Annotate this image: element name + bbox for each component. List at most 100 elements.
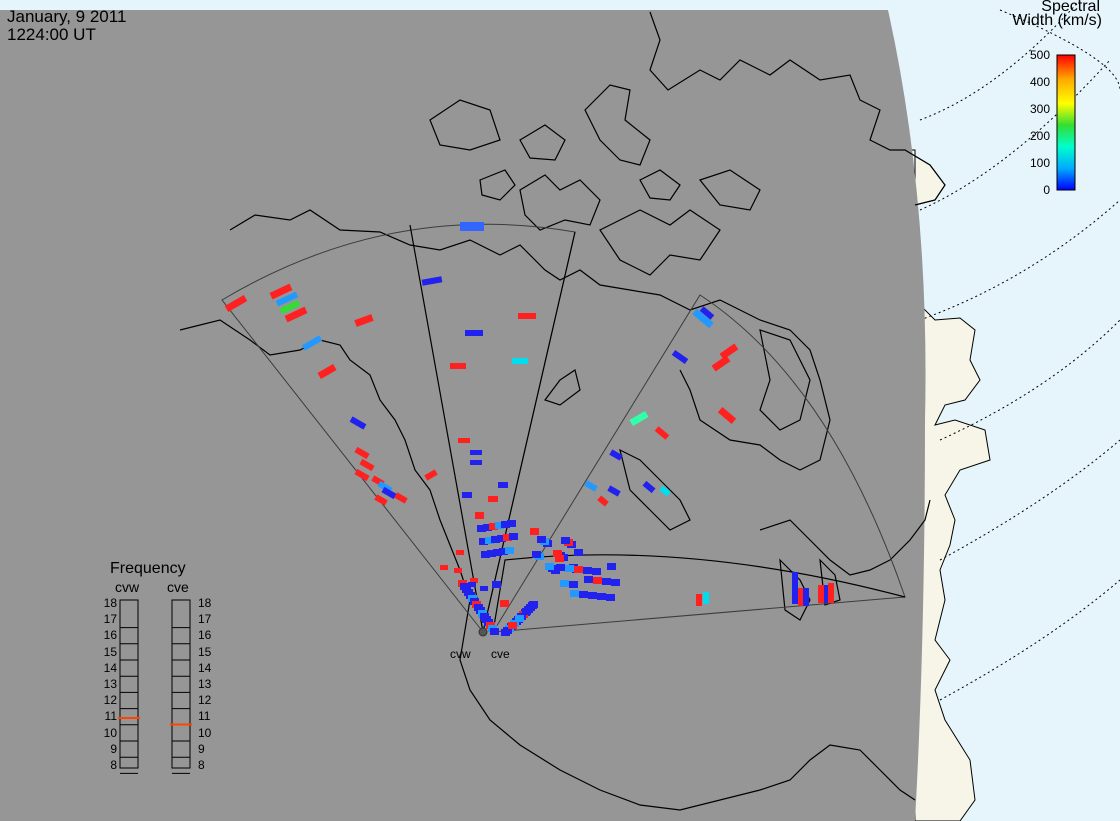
echo-cell	[487, 550, 496, 557]
echo-cell	[583, 567, 592, 574]
echo-cell	[488, 496, 498, 502]
echo-cell	[501, 629, 510, 636]
frequency-tick-left: 14	[103, 660, 117, 675]
echo-cell	[719, 343, 739, 360]
echo-cell	[460, 222, 484, 231]
echo-cell	[593, 577, 602, 584]
echo-cell	[508, 622, 517, 629]
frequency-tick-left: 15	[103, 644, 117, 659]
frequency-tick-left: 12	[103, 693, 117, 708]
echo-cell	[354, 468, 370, 482]
frequency-tick-right: 15	[198, 644, 212, 659]
echo-cell	[421, 276, 443, 286]
date-label: January, 9 2011	[7, 7, 127, 26]
echo-cell	[284, 306, 308, 323]
echo-cell	[584, 576, 593, 583]
echo-cell	[545, 563, 554, 570]
frequency-tick-left: 8	[110, 758, 117, 772]
echo-cell	[574, 566, 583, 573]
echo-cell	[465, 330, 483, 336]
frequency-tick-left: 17	[103, 612, 117, 627]
echo-cell	[607, 485, 621, 497]
echo-cell	[654, 426, 670, 440]
echo-cell	[824, 585, 830, 603]
echo-cell	[609, 449, 623, 461]
echo-cell	[696, 594, 702, 606]
echo-cell	[703, 592, 709, 604]
echo-cell	[553, 550, 562, 557]
echo-cell	[480, 586, 488, 591]
echo-cell	[798, 588, 804, 606]
echo-cell	[501, 521, 510, 528]
echo-cell	[507, 520, 516, 527]
echo-cell	[381, 486, 397, 500]
echo-cell	[483, 524, 492, 531]
echo-cell	[561, 537, 570, 544]
frequency-radar-left: cvw	[115, 579, 140, 595]
echo-cell	[481, 551, 490, 558]
echo-cell	[479, 538, 488, 545]
echo-cell	[317, 363, 337, 380]
echo-cell	[584, 480, 598, 492]
echo-cell	[269, 283, 293, 300]
echo-cell	[592, 568, 601, 575]
echo-cell	[518, 313, 536, 319]
echo-cell	[394, 492, 408, 504]
echo-cell	[597, 495, 609, 507]
echo-cell	[579, 591, 588, 598]
echo-cell	[301, 335, 323, 351]
echo-cell	[458, 438, 470, 443]
radar-site-marker	[478, 627, 488, 637]
echo-cell	[492, 581, 501, 588]
frequency-tick-right: 11	[198, 709, 211, 724]
echo-cell	[602, 578, 611, 585]
echo-cell	[456, 550, 464, 555]
echo-cell	[574, 549, 583, 556]
colorbar-title-line2: Width (km/s)	[1012, 12, 1102, 29]
echo-cell	[532, 551, 541, 558]
echo-cell	[529, 601, 538, 608]
frequency-tick-left: 9	[110, 741, 117, 756]
colorbar	[1056, 54, 1076, 191]
echo-cell	[497, 535, 506, 542]
radar-label-cvw: cvw	[450, 647, 471, 661]
echo-cell	[450, 363, 466, 369]
echo-cell	[454, 568, 462, 573]
echo-cell	[803, 588, 809, 606]
echo-cell	[509, 533, 518, 540]
echo-cell	[440, 565, 448, 570]
echo-cell	[692, 308, 714, 329]
echo-cell	[475, 512, 484, 519]
echo-cell	[500, 600, 509, 607]
echo-cell	[792, 572, 798, 604]
frequency-tick-left: 18	[103, 596, 117, 610]
frequency-tick-right: 10	[198, 725, 212, 740]
echo-cell	[349, 416, 367, 430]
colorbar-tick: 500	[1029, 48, 1050, 62]
frequency-tick-right: 17	[198, 612, 212, 627]
echo-cell	[470, 450, 482, 455]
coastlines	[179, 11, 946, 811]
echo-cell	[493, 549, 502, 556]
frequency-tick-left: 11	[104, 709, 117, 724]
echo-cell	[556, 564, 565, 571]
latitude-grid	[919, 0, 1120, 701]
time-label: 1224:00 UT	[7, 25, 96, 44]
echo-cell	[490, 628, 499, 635]
echo-cell	[489, 523, 498, 530]
echo-cell	[275, 291, 299, 307]
echo-cell	[498, 482, 508, 488]
echo-cell	[537, 536, 546, 543]
colorbar-tick: 0	[1043, 183, 1050, 197]
echo-cell	[560, 580, 569, 587]
colorbar-tick: 300	[1029, 102, 1050, 116]
echo-cell	[629, 410, 649, 427]
echo-cell	[828, 583, 834, 603]
echo-cell	[485, 537, 494, 544]
frequency-radar-right: cve	[167, 579, 189, 595]
echo-cell	[588, 592, 597, 599]
echo-cell	[470, 578, 478, 583]
echo-cell	[462, 492, 472, 498]
echo-cell	[570, 590, 579, 597]
